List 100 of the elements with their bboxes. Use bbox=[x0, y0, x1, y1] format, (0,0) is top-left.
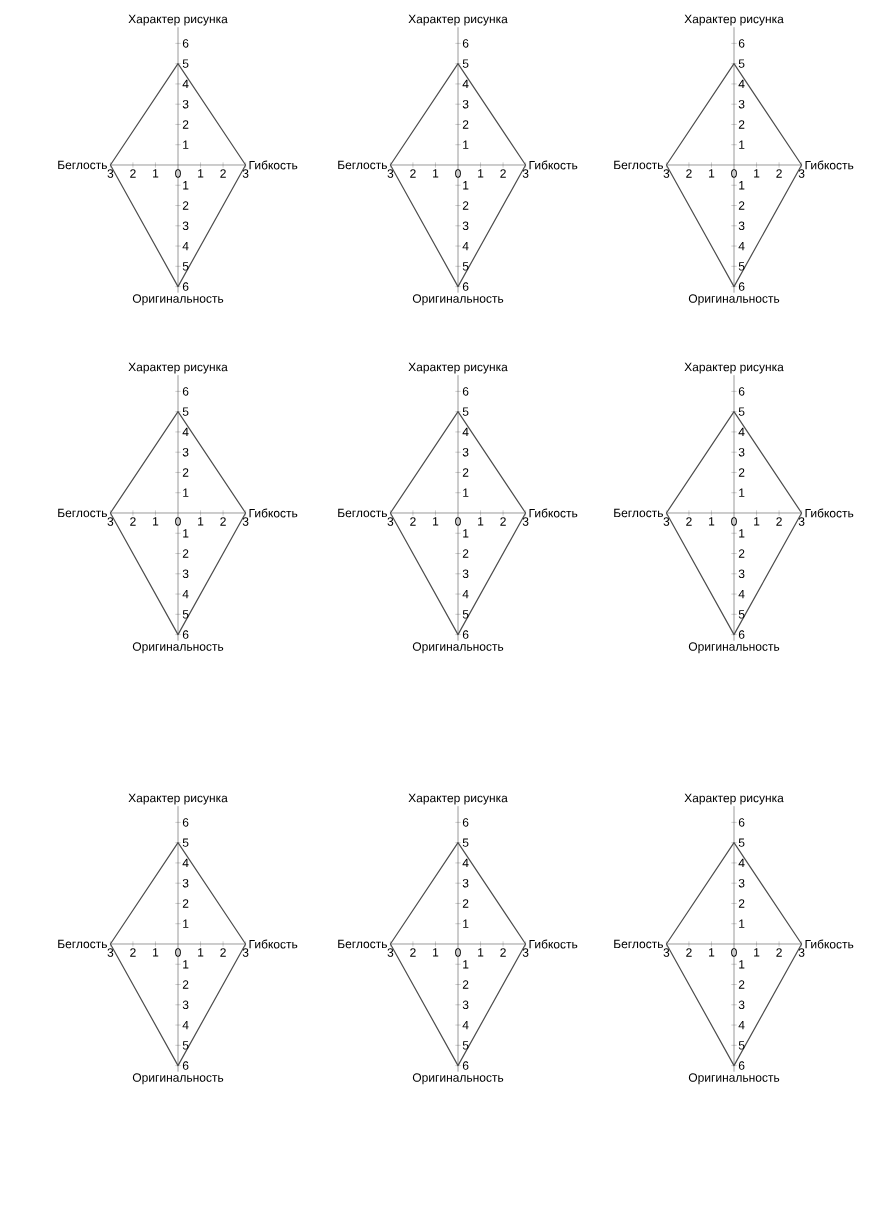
x-tick-label: 2 bbox=[686, 169, 692, 178]
y-tick-label: 1 bbox=[739, 529, 745, 538]
x-tick-label: 1 bbox=[433, 169, 439, 178]
x-axis-title: Оригинальность bbox=[688, 1073, 780, 1085]
y-tick-label: 4 bbox=[738, 1020, 745, 1030]
x-tick-label: 3 bbox=[242, 517, 249, 526]
x-axis-title: Оригинальность bbox=[688, 294, 780, 306]
y-tick-label: 6 bbox=[462, 39, 469, 48]
y-tick-label: 4 bbox=[182, 1020, 189, 1030]
x-tick-label: 0 bbox=[455, 517, 461, 526]
y-tick-label: 4 bbox=[738, 241, 745, 251]
text: Гибкость bbox=[805, 939, 854, 949]
x-tick-label: 2 bbox=[410, 169, 416, 178]
x-tick-label: 1 bbox=[153, 948, 159, 957]
y-tick-label: 1 bbox=[183, 960, 189, 969]
y-tick-label: 5 bbox=[738, 1041, 745, 1050]
y-tick-label: 4 bbox=[738, 427, 745, 437]
y-tick-label: 1 bbox=[739, 488, 745, 497]
y-tick-label: 2 bbox=[182, 980, 189, 989]
y-tick-label: 5 bbox=[462, 59, 469, 68]
y-tick-label: 2 bbox=[462, 549, 469, 558]
x-tick-label: 3 bbox=[798, 948, 805, 957]
y-tick-label: 5 bbox=[462, 610, 469, 619]
y-axis-title: Характер рисунка bbox=[684, 14, 784, 26]
x-tick-label: 1 bbox=[478, 169, 484, 178]
y-tick-label: 4 bbox=[182, 427, 189, 437]
y-tick-label: 1 bbox=[463, 140, 469, 149]
y-tick-label: 4 bbox=[738, 858, 745, 868]
y-tick-label: 2 bbox=[738, 899, 745, 908]
x-tick-label: 1 bbox=[709, 169, 715, 178]
x-tick-label: 3 bbox=[387, 948, 394, 957]
y-tick-label: 3 bbox=[738, 447, 745, 457]
y-tick-label: 3 bbox=[738, 878, 745, 888]
x-tick-label: 2 bbox=[130, 517, 136, 526]
text: Гибкость bbox=[249, 160, 298, 170]
y-tick-label: 5 bbox=[738, 407, 745, 416]
y-tick-label: 5 bbox=[738, 610, 745, 619]
x-tick-label: 2 bbox=[410, 517, 416, 526]
y-tick-label: 6 bbox=[738, 39, 745, 48]
text: Беглость bbox=[614, 939, 663, 949]
x-tick-label: 3 bbox=[798, 169, 805, 178]
y-tick-label: 6 bbox=[182, 387, 189, 396]
y-tick-label: 2 bbox=[738, 549, 745, 558]
x-tick-label: 2 bbox=[776, 517, 782, 526]
y-tick-label: 4 bbox=[182, 589, 189, 599]
x-tick-label: 1 bbox=[153, 517, 159, 526]
y-tick-label: 2 bbox=[738, 120, 745, 129]
x-tick-label: 2 bbox=[220, 517, 226, 526]
x-tick-label: 3 bbox=[387, 517, 394, 526]
y-tick-label: 1 bbox=[183, 529, 189, 538]
y-tick-label: 6 bbox=[182, 282, 189, 291]
text: Гибкость bbox=[249, 508, 298, 518]
y-tick-label: 5 bbox=[182, 610, 189, 619]
y-tick-label: 2 bbox=[738, 468, 745, 477]
text: Беглость bbox=[58, 508, 107, 518]
y-tick-label: 5 bbox=[738, 262, 745, 271]
y-tick-label: 6 bbox=[182, 630, 189, 639]
y-tick-label: 1 bbox=[739, 140, 745, 149]
x-tick-label: 1 bbox=[198, 948, 204, 957]
y-tick-label: 2 bbox=[738, 201, 745, 210]
x-tick-label: 3 bbox=[107, 169, 114, 178]
x-axis-title: Оригинальность bbox=[132, 1073, 224, 1085]
y-tick-label: 4 bbox=[182, 858, 189, 868]
text: Беглость bbox=[58, 160, 107, 170]
y-tick-label: 6 bbox=[462, 282, 469, 291]
y-tick-label: 3 bbox=[182, 878, 189, 888]
y-tick-label: 3 bbox=[462, 878, 469, 888]
y-tick-label: 1 bbox=[463, 960, 469, 969]
x-tick-label: 2 bbox=[130, 169, 136, 178]
y-tick-label: 3 bbox=[182, 447, 189, 457]
x-tick-label: 0 bbox=[175, 948, 181, 957]
y-tick-label: 6 bbox=[462, 1061, 469, 1070]
y-tick-label: 1 bbox=[739, 919, 745, 928]
text: Гибкость bbox=[805, 508, 854, 518]
x-tick-label: 2 bbox=[776, 169, 782, 178]
y-tick-label: 3 bbox=[462, 447, 469, 457]
x-tick-label: 3 bbox=[107, 517, 114, 526]
x-tick-label: 3 bbox=[107, 948, 114, 957]
y-tick-label: 6 bbox=[182, 818, 189, 827]
y-axis-title: Характер рисунка bbox=[684, 793, 784, 805]
y-tick-label: 1 bbox=[463, 529, 469, 538]
y-tick-label: 4 bbox=[462, 589, 469, 599]
x-tick-label: 3 bbox=[798, 517, 805, 526]
y-tick-label: 1 bbox=[463, 488, 469, 497]
y-tick-label: 3 bbox=[738, 221, 745, 231]
y-tick-label: 5 bbox=[462, 407, 469, 416]
y-tick-label: 3 bbox=[738, 99, 745, 109]
x-tick-label: 1 bbox=[478, 948, 484, 957]
x-tick-label: 2 bbox=[500, 169, 506, 178]
y-tick-label: 1 bbox=[463, 181, 469, 190]
x-tick-label: 2 bbox=[686, 948, 692, 957]
y-tick-label: 6 bbox=[738, 1061, 745, 1070]
y-axis-title: Характер рисунка bbox=[128, 14, 228, 26]
x-tick-label: 2 bbox=[410, 948, 416, 957]
x-tick-label: 0 bbox=[731, 169, 737, 178]
x-axis-title: Оригинальность bbox=[132, 294, 224, 306]
y-tick-label: 3 bbox=[462, 1000, 469, 1010]
y-tick-label: 1 bbox=[739, 181, 745, 190]
x-tick-label: 1 bbox=[709, 517, 715, 526]
x-tick-label: 1 bbox=[198, 169, 204, 178]
